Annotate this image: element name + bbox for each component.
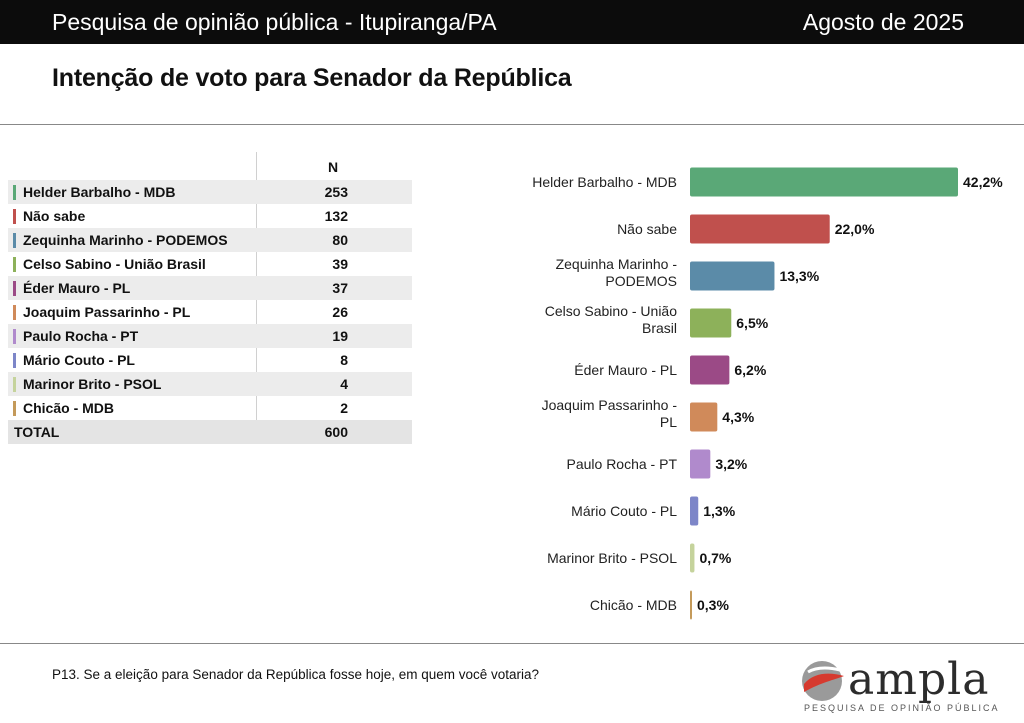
table-row: Não sabe 132 — [8, 204, 412, 228]
row-name: Zequinha Marinho - PODEMOS — [23, 232, 228, 248]
data-label: 3,2% — [715, 456, 747, 472]
row-name: Joaquim Passarinho - PL — [23, 304, 191, 320]
category-label: Mário Couto - PL — [571, 503, 677, 519]
row-color-marker — [13, 233, 16, 248]
table-total-row: TOTAL 600 — [8, 420, 412, 444]
logo-tagline: PESQUISA DE OPINIÃO PÚBLICA — [804, 703, 1000, 713]
table-row: Paulo Rocha - PT 19 — [8, 324, 412, 348]
row-count: 26 — [332, 304, 348, 320]
row-name: Paulo Rocha - PT — [23, 328, 139, 344]
category-label: Éder Mauro - PL — [574, 362, 677, 378]
table-row: Éder Mauro - PL 37 — [8, 276, 412, 300]
table-row: Zequinha Marinho - PODEMOS 80 — [8, 228, 412, 252]
survey-date: Agosto de 2025 — [802, 9, 964, 35]
row-count: 132 — [324, 208, 348, 224]
ampla-logo-mark-icon — [802, 661, 844, 701]
row-color-marker — [13, 401, 16, 416]
row-color-marker — [13, 329, 16, 344]
data-label: 1,3% — [703, 503, 735, 519]
data-label: 13,3% — [779, 268, 819, 284]
bar — [690, 214, 830, 244]
row-color-marker — [13, 281, 16, 296]
bar — [690, 449, 711, 479]
row-name: Mário Couto - PL — [23, 352, 135, 368]
table-header: N — [8, 152, 412, 180]
data-label: 4,3% — [722, 409, 754, 425]
row-color-marker — [13, 305, 16, 320]
table-row: Helder Barbalho - MDB 253 — [8, 180, 412, 204]
row-count: 253 — [324, 184, 348, 200]
row-name: Não sabe — [23, 208, 86, 224]
row-name: Marinor Brito - PSOL — [23, 376, 162, 392]
row-color-marker — [13, 353, 16, 368]
category-label: Helder Barbalho - MDB — [532, 174, 677, 190]
bar — [690, 308, 732, 338]
page-title: Intenção de voto para Senador da Repúbli… — [52, 64, 572, 92]
bar — [690, 543, 695, 573]
bar — [690, 355, 730, 385]
data-label: 6,5% — [736, 315, 768, 331]
bar — [690, 496, 699, 526]
divider-top — [0, 124, 1024, 125]
total-label: TOTAL — [14, 424, 60, 440]
survey-title: Pesquisa de opinião pública - Itupiranga… — [52, 9, 497, 35]
category-label: PODEMOS — [605, 273, 677, 289]
category-label: PL — [660, 414, 677, 430]
row-count: 19 — [332, 328, 348, 344]
row-color-marker — [13, 257, 16, 272]
data-label: 42,2% — [963, 174, 1003, 190]
category-label: Zequinha Marinho - — [556, 256, 678, 272]
row-count: 80 — [332, 232, 348, 248]
bar — [690, 167, 958, 197]
data-label: 0,7% — [699, 550, 731, 566]
row-name: Helder Barbalho - MDB — [23, 184, 176, 200]
divider-bottom — [0, 643, 1024, 644]
data-label: 22,0% — [835, 221, 875, 237]
category-label: Celso Sabino - União — [545, 303, 678, 319]
results-table: N Helder Barbalho - MDB 253 Não sabe 132 Zeq… — [8, 152, 412, 444]
row-count: 4 — [340, 376, 348, 392]
bar-chart: Helder Barbalho - MDB 42,2% Não sabe 22,0% Z… — [532, 167, 1003, 620]
row-name: Éder Mauro - PL — [23, 280, 131, 296]
table-row: Chicão - MDB 2 — [8, 396, 412, 420]
row-color-marker — [13, 185, 16, 200]
question-footnote: P13. Se a eleição para Senador da Repúbl… — [52, 667, 540, 682]
table-row: Joaquim Passarinho - PL 26 — [8, 300, 412, 324]
logo-wordmark: ampla — [848, 654, 990, 705]
row-count: 2 — [340, 400, 348, 416]
column-header-n: N — [328, 159, 339, 175]
row-name: Chicão - MDB — [23, 400, 114, 416]
category-label: Não sabe — [617, 221, 677, 237]
category-label: Marinor Brito - PSOL — [547, 550, 677, 566]
row-name: Celso Sabino - União Brasil — [23, 256, 206, 272]
row-color-marker — [13, 377, 16, 392]
category-label: Brasil — [642, 320, 677, 336]
table-body: Helder Barbalho - MDB 253 Não sabe 132 Zequi… — [8, 180, 412, 420]
row-count: 37 — [332, 280, 348, 296]
total-value: 600 — [324, 424, 348, 440]
row-color-marker — [13, 209, 16, 224]
data-label: 0,3% — [697, 597, 729, 613]
table-row: Marinor Brito - PSOL 4 — [8, 372, 412, 396]
row-count: 8 — [340, 352, 348, 368]
table-row: Mário Couto - PL 8 — [8, 348, 412, 372]
category-label: Paulo Rocha - PT — [567, 456, 678, 472]
header-bar: Pesquisa de opinião pública - Itupiranga… — [0, 0, 1024, 44]
table-row: Celso Sabino - União Brasil 39 — [8, 252, 412, 276]
bar — [690, 261, 775, 291]
bar — [690, 590, 692, 620]
category-label: Chicão - MDB — [590, 597, 677, 613]
data-label: 6,2% — [734, 362, 766, 378]
ampla-logo: ampla PESQUISA DE OPINIÃO PÚBLICA — [800, 654, 998, 716]
category-label: Joaquim Passarinho - — [542, 397, 678, 413]
bar — [690, 402, 718, 432]
row-count: 39 — [332, 256, 348, 272]
